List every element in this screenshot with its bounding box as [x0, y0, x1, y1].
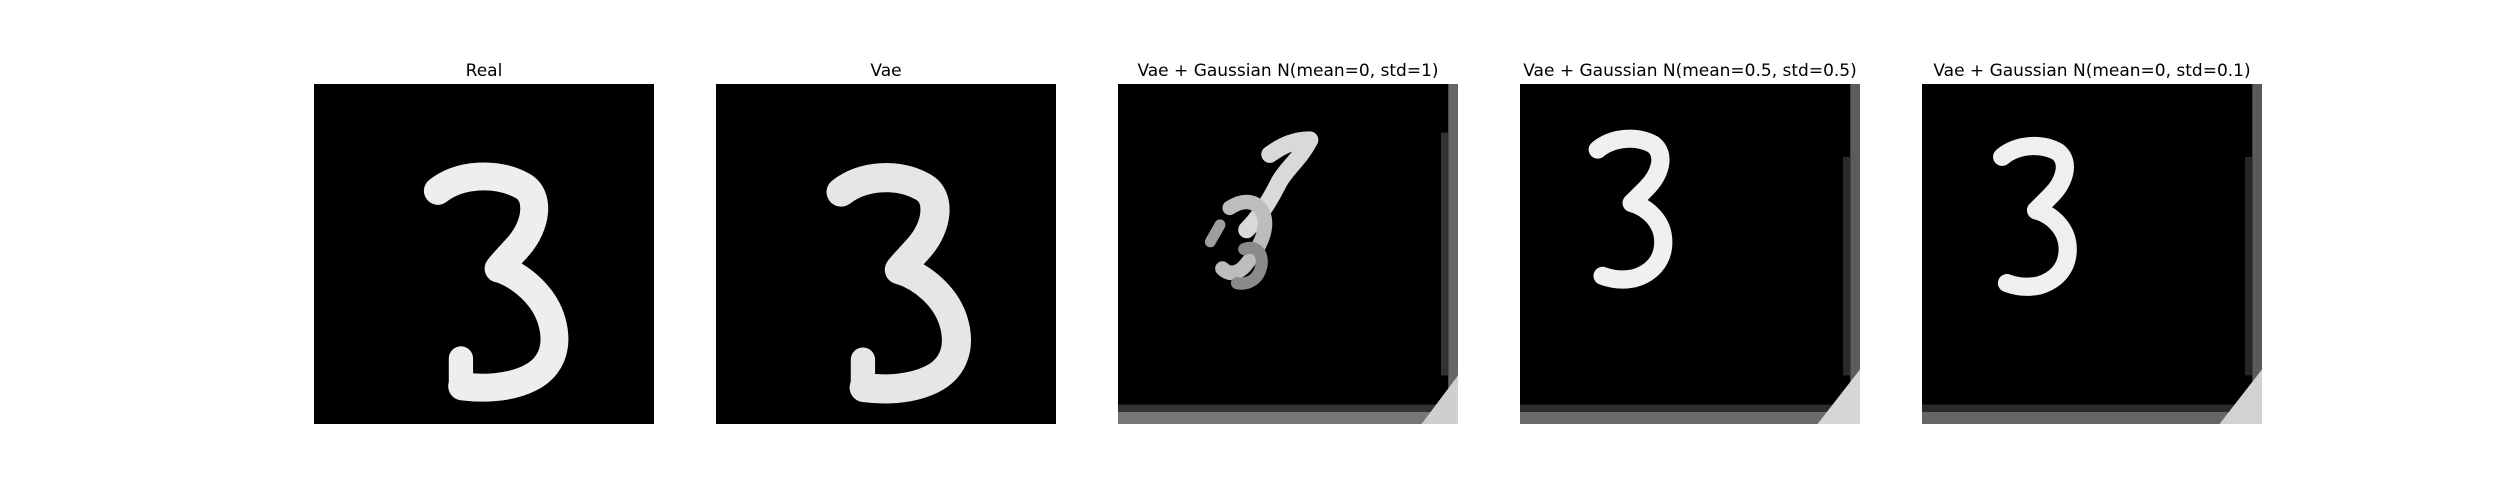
digit-image-noisy-std01: [1922, 84, 2262, 424]
panel-title: Vae + Gaussian N(mean=0, std=1): [1137, 61, 1439, 81]
digit-three-image: [1520, 84, 1860, 424]
noisy-digit-image: [1118, 84, 1458, 424]
digit-image-vae: [716, 84, 1056, 424]
panel-title: Vae: [870, 61, 902, 81]
digit-three-image: [1922, 84, 2262, 424]
digit-three-image: [314, 84, 654, 424]
digit-image-noisy-std1: [1118, 84, 1458, 424]
panel-title: Real: [465, 61, 503, 81]
digit-three-image: [716, 84, 1056, 424]
panel-title: Vae + Gaussian N(mean=0.5, std=0.5): [1523, 61, 1857, 81]
panel-title: Vae + Gaussian N(mean=0, std=0.1): [1933, 61, 2251, 81]
digit-image-real: [314, 84, 654, 424]
panel-vae: Vae: [716, 58, 1056, 424]
panel-vae-gaussian-std01: Vae + Gaussian N(mean=0, std=0.1): [1922, 58, 2262, 424]
digit-image-noisy-mean05: [1520, 84, 1860, 424]
panel-real: Real: [314, 58, 654, 424]
panel-vae-gaussian-std1: Vae + Gaussian N(mean=0, std=1): [1118, 58, 1458, 424]
panel-vae-gaussian-mean05-std05: Vae + Gaussian N(mean=0.5, std=0.5): [1520, 58, 1860, 424]
